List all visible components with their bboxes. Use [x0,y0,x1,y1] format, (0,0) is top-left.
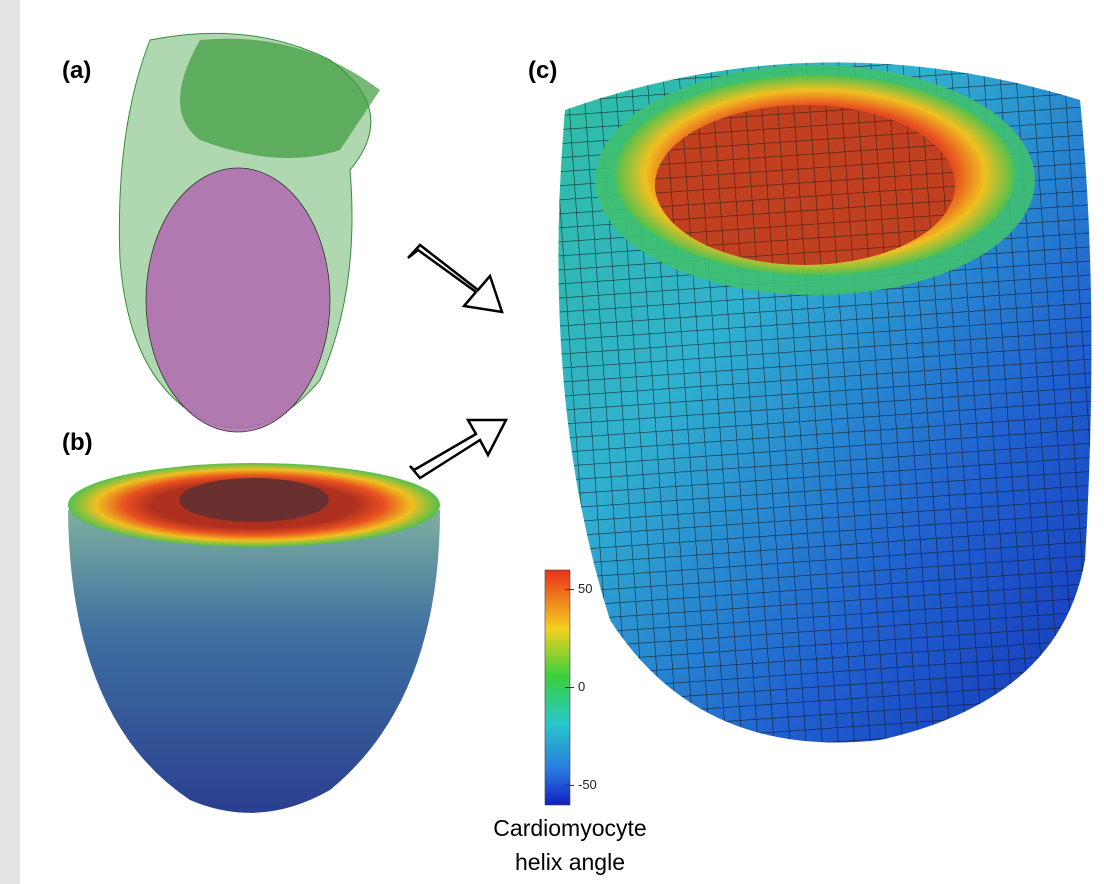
tick-label: 0 [578,679,585,694]
panel-a-image [118,32,380,433]
tick-label: 50 [578,581,592,596]
panel-label: (b) [62,429,93,456]
tick-label: -50 [578,777,597,792]
side-strip [0,0,20,884]
panel-label: (a) [62,57,91,84]
panel-c-image [558,62,1092,743]
arrow [407,243,504,314]
panel-b-image [68,463,440,813]
panel-label: (c) [528,57,557,84]
arrow [409,418,509,480]
colorbar-label: helix angle [515,849,625,875]
colorbar-label: Cardiomyocyte [493,815,646,841]
